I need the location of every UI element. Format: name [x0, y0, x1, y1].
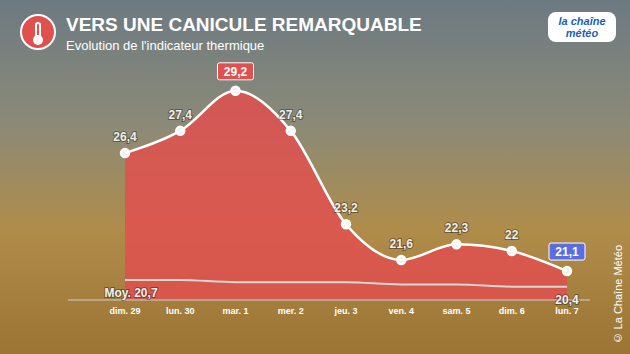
svg-text:23,2: 23,2 [334, 201, 358, 215]
html-text:la chaîne météo: la chaîne météo [558, 15, 606, 39]
svg-text:21,1: 21,1 [555, 245, 579, 259]
svg-text:26,4: 26,4 [113, 130, 137, 144]
svg-text:dim. 29: dim. 29 [109, 306, 140, 316]
svg-text:22,3: 22,3 [445, 221, 469, 235]
svg-text:lun. 30: lun. 30 [166, 306, 195, 316]
svg-text:mar. 1: mar. 1 [222, 306, 248, 316]
svg-text:mer. 2: mer. 2 [278, 306, 304, 316]
svg-text:22: 22 [505, 228, 519, 242]
svg-text:27,4: 27,4 [169, 108, 193, 122]
html-text:VERS UNE CANICULE REMARQUABLE: VERS UNE CANICULE REMARQUABLE [66, 14, 422, 35]
svg-text:Moy. 20,7: Moy. 20,7 [104, 286, 157, 300]
svg-text:21,6: 21,6 [390, 237, 414, 251]
svg-text:ven. 4: ven. 4 [388, 306, 414, 316]
svg-text:27,4: 27,4 [279, 108, 303, 122]
svg-text:jeu. 3: jeu. 3 [333, 306, 357, 316]
html-text:© La Chaîne Météo: © La Chaîne Météo [612, 244, 624, 344]
svg-text:29,2: 29,2 [224, 65, 248, 79]
svg-text:20,4: 20,4 [555, 293, 579, 307]
svg-text:dim. 6: dim. 6 [499, 306, 525, 316]
html-text:Evolution de l'indicateur ther: Evolution de l'indicateur thermique [66, 38, 265, 53]
svg-text:sam. 5: sam. 5 [442, 306, 470, 316]
svg-text:lun. 7: lun. 7 [555, 306, 579, 316]
